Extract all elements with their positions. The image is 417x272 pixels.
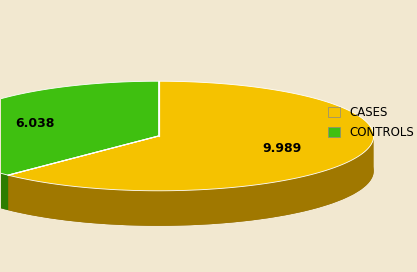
- Polygon shape: [8, 136, 374, 226]
- Text: 9.989: 9.989: [262, 142, 301, 155]
- Text: 6.038: 6.038: [15, 117, 55, 130]
- Polygon shape: [0, 136, 8, 210]
- Polygon shape: [8, 81, 374, 191]
- Ellipse shape: [0, 116, 374, 226]
- Legend: CASES, CONTROLS: CASES, CONTROLS: [324, 103, 417, 143]
- Polygon shape: [0, 81, 158, 175]
